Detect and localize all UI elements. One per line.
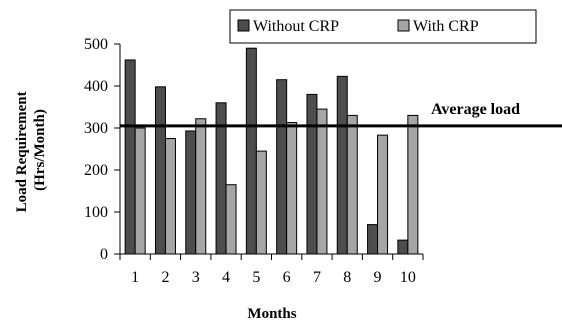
bar-with-crp-month-9 xyxy=(377,134,389,255)
bar-with-crp-month-7 xyxy=(316,108,328,255)
legend-swatch-with-crp xyxy=(397,19,410,32)
legend: Without CRP With CRP xyxy=(229,9,537,44)
x-tick-label: 8 xyxy=(343,269,351,286)
y-axis-title-line-2: (Hrs/Month) xyxy=(32,109,48,191)
legend-label-without-crp: Without CRP xyxy=(253,18,339,35)
y-tick-label: 0 xyxy=(100,246,108,263)
x-tick-label: 6 xyxy=(283,269,291,286)
bar-with-crp-month-8 xyxy=(346,114,358,255)
bar-with-crp-month-3 xyxy=(195,118,207,255)
y-tick-label: 400 xyxy=(84,78,108,95)
bar-without-crp-month-1 xyxy=(124,59,136,255)
bar-with-crp-month-6 xyxy=(286,122,298,255)
bar-with-crp-month-4 xyxy=(225,184,237,255)
legend-swatch-without-crp xyxy=(237,19,250,32)
x-axis-title: Months xyxy=(247,306,296,322)
y-tick-label: 500 xyxy=(84,36,108,53)
x-tick-label: 10 xyxy=(400,269,416,286)
y-tick-label: 100 xyxy=(84,204,108,221)
y-axis-title: Load Requirement (Hrs/Month) xyxy=(14,88,48,213)
average-load-label: Average load xyxy=(431,101,520,118)
x-tick-label: 2 xyxy=(161,269,169,286)
bar-without-crp-month-6 xyxy=(276,79,288,255)
x-tick-label: 1 xyxy=(131,269,139,286)
bar-with-crp-month-1 xyxy=(134,127,146,255)
bar-without-crp-month-7 xyxy=(306,93,318,255)
bar-with-crp-month-5 xyxy=(255,150,267,255)
y-axis-title-line-1: Load Requirement xyxy=(14,91,30,212)
x-tick-label: 9 xyxy=(374,269,382,286)
bar-without-crp-month-9 xyxy=(367,224,379,255)
x-ticks-group: 1 2 3 4 5 6 7 8 9 10 xyxy=(119,254,424,286)
bars-group xyxy=(124,47,419,255)
bar-without-crp-month-5 xyxy=(245,47,257,255)
legend-box xyxy=(229,9,537,44)
y-ticks-group: 0 100 200 300 400 500 xyxy=(84,36,120,263)
x-tick-label: 5 xyxy=(252,269,260,286)
x-tick-label: 4 xyxy=(222,269,230,286)
y-tick-label: 200 xyxy=(84,162,108,179)
bar-without-crp-month-8 xyxy=(336,75,348,255)
bar-with-crp-month-2 xyxy=(164,138,176,255)
bar-without-crp-month-2 xyxy=(154,86,166,255)
x-tick-label: 7 xyxy=(313,269,321,286)
legend-label-with-crp: With CRP xyxy=(413,18,479,35)
bar-without-crp-month-10 xyxy=(397,239,409,255)
x-tick-label: 3 xyxy=(192,269,200,286)
y-tick-label: 300 xyxy=(84,120,108,137)
bar-without-crp-month-3 xyxy=(185,130,197,255)
bar-with-crp-month-10 xyxy=(407,114,419,255)
